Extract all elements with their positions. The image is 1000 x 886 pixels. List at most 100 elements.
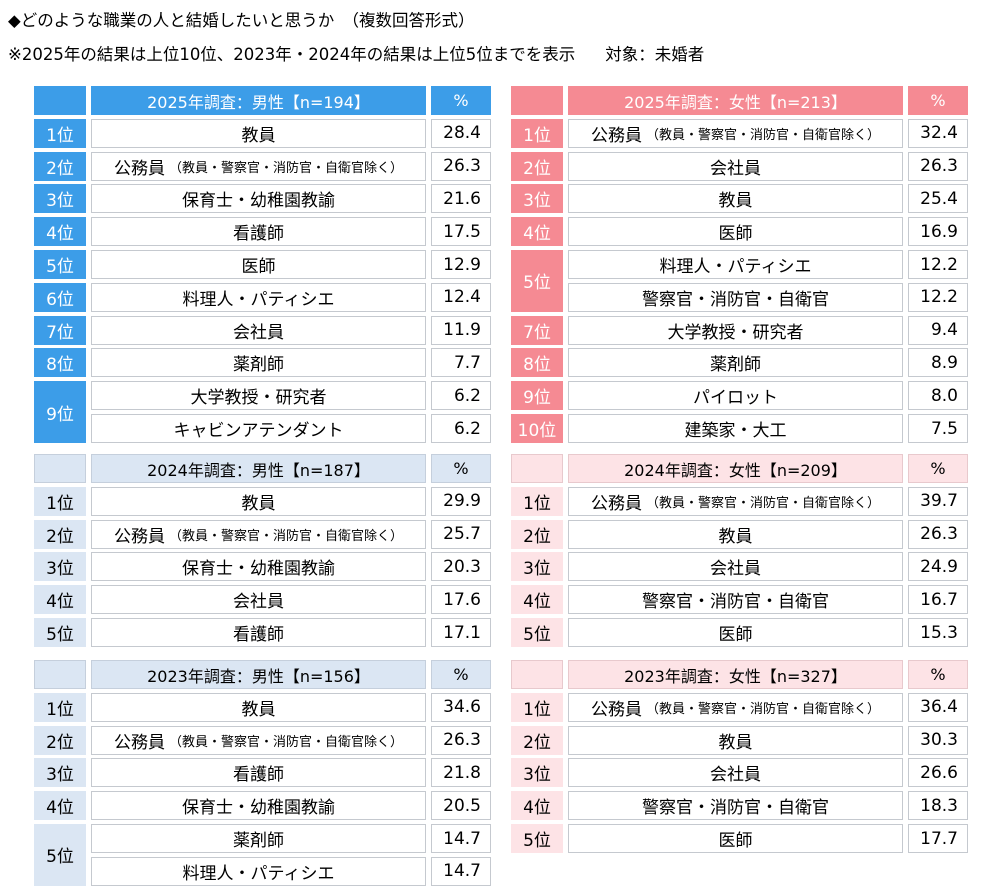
- occupation-name: 会社員: [568, 552, 903, 582]
- occupation-label: 建築家・大工: [684, 421, 787, 441]
- rank-cell: 4位: [34, 791, 86, 821]
- percent-value: 21.8: [431, 758, 491, 788]
- percent-value: 12.4: [431, 282, 491, 312]
- table-header-percent: %: [908, 86, 968, 115]
- percent-value: 20.3: [431, 552, 491, 582]
- rank-cell: 3位: [511, 552, 563, 582]
- occupation-name: 会社員: [91, 585, 426, 615]
- table-header-rank: [34, 454, 86, 483]
- occupation-label: 公務員: [113, 732, 165, 753]
- percent-value: 25.4: [908, 184, 968, 214]
- rank-cell: 2位: [511, 151, 563, 181]
- occupation-note: （教員・警察官・消防官・自衛官除く）: [168, 528, 403, 544]
- rank-cell: 5位: [34, 824, 86, 886]
- table-header-rank: [511, 454, 563, 483]
- rank-cell: 2位: [34, 519, 86, 549]
- table-header-rank: [511, 660, 563, 689]
- occupation-name: 公務員 （教員・警察官・消防官・自衛官除く）: [91, 725, 426, 755]
- occupation-name: 教員: [568, 184, 903, 214]
- rank-cell: 5位: [34, 618, 86, 647]
- percent-value: 17.5: [431, 217, 491, 247]
- occupation-name: 教員: [91, 118, 426, 148]
- percent-value: 12.2: [908, 282, 968, 312]
- rank-cell: 1位: [511, 692, 563, 722]
- percent-value: 11.9: [431, 315, 491, 345]
- occupation-name: 大学教授・研究者: [91, 381, 426, 411]
- survey-note-scope: ※2025年の結果は上位10位、2023年・2024年の結果は上位5位までを表示: [8, 45, 576, 64]
- occupation-name: 警察官・消防官・自衛官: [568, 791, 903, 821]
- occupation-label: 会社員: [233, 592, 284, 613]
- percent-value: 39.7: [908, 486, 968, 516]
- percent-value: 12.9: [431, 250, 491, 279]
- rank-cell: 4位: [34, 585, 86, 615]
- occupation-label: 医師: [718, 224, 753, 245]
- occupation-label: 会社員: [710, 559, 761, 580]
- percent-value: 17.1: [431, 618, 491, 647]
- survey-note: ※2025年の結果は上位10位、2023年・2024年の結果は上位5位までを表示…: [8, 44, 704, 66]
- table-title: 2025年調査：女性【n=213】: [568, 86, 903, 115]
- occupation-label: パイロット: [693, 388, 778, 409]
- percent-value: 26.3: [908, 151, 968, 181]
- occupation-name: 保育士・幼稚園教諭: [91, 791, 426, 821]
- occupation-name: 医師: [568, 618, 903, 647]
- occupation-name: 薬剤師: [568, 348, 903, 378]
- rank-cell: 4位: [34, 217, 86, 247]
- percent-value: 7.7: [431, 348, 491, 378]
- occupation-name: キャビンアテンダント: [91, 414, 426, 443]
- occupation-label: 料理人・パティシエ: [182, 863, 335, 884]
- rank-cell: 2位: [34, 151, 86, 181]
- percent-value: 21.6: [431, 184, 491, 214]
- occupation-label: 公務員: [590, 699, 642, 720]
- rank-cell: 1位: [34, 486, 86, 516]
- occupation-label: 看護師: [233, 765, 284, 786]
- percent-value: 26.3: [431, 151, 491, 181]
- occupation-name: 保育士・幼稚園教諭: [91, 184, 426, 214]
- rank-cell: 7位: [511, 315, 563, 345]
- occupation-label: 教員: [241, 699, 276, 720]
- rank-cell: 4位: [511, 585, 563, 615]
- table-title: 2023年調査：男性【n=156】: [91, 660, 426, 689]
- occupation-label: 公務員: [590, 125, 642, 146]
- occupation-name: 看護師: [91, 758, 426, 788]
- occupation-label: 教員: [241, 493, 276, 514]
- percent-value: 12.2: [908, 250, 968, 279]
- percent-value: 6.2: [431, 381, 491, 411]
- occupation-label: 看護師: [233, 625, 284, 645]
- rank-cell: 7位: [34, 315, 86, 345]
- rank-cell: 5位: [511, 824, 563, 853]
- occupation-label: キャビンアテンダント: [173, 421, 344, 441]
- table-title: 2023年調査：女性【n=327】: [568, 660, 903, 689]
- percent-value: 8.9: [908, 348, 968, 378]
- occupation-name: 料理人・パティシエ: [91, 282, 426, 312]
- occupation-label: 医師: [718, 625, 753, 645]
- survey-note-target: 対象：未婚者: [605, 45, 705, 64]
- occupation-label: 医師: [241, 257, 276, 277]
- rank-cell: 1位: [34, 692, 86, 722]
- occupation-name: 会社員: [568, 758, 903, 788]
- rank-cell: 5位: [511, 250, 563, 312]
- occupation-name: 料理人・パティシエ: [568, 250, 903, 279]
- occupation-label: 公務員: [590, 493, 642, 514]
- rank-cell: 2位: [511, 519, 563, 549]
- table-header-percent: %: [431, 454, 491, 483]
- occupation-note: （教員・警察官・消防官・自衛官除く）: [168, 734, 403, 750]
- rank-cell: 3位: [34, 552, 86, 582]
- rank-cell: 5位: [34, 250, 86, 279]
- occupation-label: 薬剤師: [710, 355, 761, 376]
- occupation-name: 料理人・パティシエ: [91, 856, 426, 886]
- occupation-name: 公務員 （教員・警察官・消防官・自衛官除く）: [91, 151, 426, 181]
- rank-cell: 3位: [34, 184, 86, 214]
- occupation-name: 公務員 （教員・警察官・消防官・自衛官除く）: [568, 118, 903, 148]
- rank-cell: 2位: [34, 725, 86, 755]
- percent-value: 25.7: [431, 519, 491, 549]
- occupation-label: 警察官・消防官・自衛官: [642, 592, 829, 613]
- table-header-percent: %: [908, 660, 968, 689]
- occupation-name: 公務員 （教員・警察官・消防官・自衛官除く）: [568, 692, 903, 722]
- occupation-label: 会社員: [710, 158, 761, 179]
- occupation-label: 薬剤師: [233, 355, 284, 376]
- percent-value: 6.2: [431, 414, 491, 443]
- occupation-name: 公務員 （教員・警察官・消防官・自衛官除く）: [568, 486, 903, 516]
- occupation-note: （教員・警察官・消防官・自衛官除く）: [168, 160, 403, 176]
- survey-question: ◆どのような職業の人と結婚したいと思うか （複数回答形式）: [8, 11, 475, 30]
- occupation-label: 料理人・パティシエ: [182, 289, 335, 310]
